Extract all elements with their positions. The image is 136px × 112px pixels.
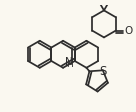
Text: S: S [99,65,106,78]
Text: O: O [125,26,133,36]
Text: H: H [66,60,73,69]
Text: N: N [65,57,73,67]
